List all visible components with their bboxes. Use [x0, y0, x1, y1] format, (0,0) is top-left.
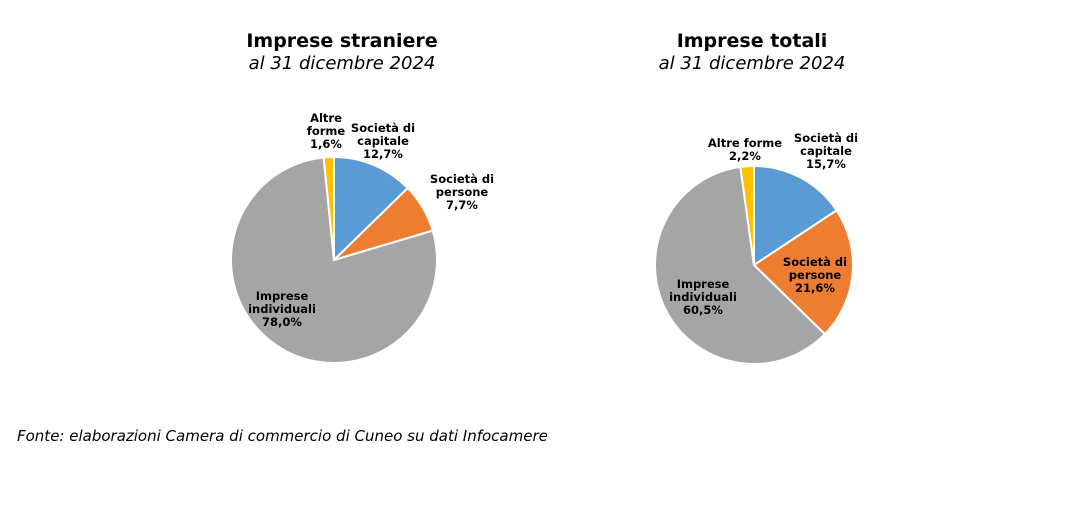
- chart2-slice-3: [739, 164, 755, 266]
- chart2-slice-0: [753, 164, 838, 267]
- chart2-subtitle: al 31 dicembre 2024: [658, 53, 846, 74]
- chart1-slice-label-2: Imprese individuali 78,0%: [248, 289, 316, 329]
- chart2-slice-2: [654, 165, 827, 365]
- chart1-slice-label-3: Altre forme 1,6%: [307, 111, 346, 151]
- chart1-slice-label-0: Società di capitale 12,7%: [351, 121, 415, 161]
- chart1-slice-3: [322, 155, 335, 261]
- chart2-slice-1: [752, 209, 854, 336]
- chart1-subtitle: al 31 dicembre 2024: [248, 53, 436, 74]
- chart2-slice-label-1: Società di persone 21,6%: [783, 255, 847, 295]
- chart1-slice-2: [230, 156, 438, 364]
- chart1-title: Imprese straniere: [246, 30, 438, 52]
- source-note: Fonte: elaborazioni Camera di commercio …: [17, 427, 548, 445]
- chart1-slice-0: [333, 155, 410, 263]
- chart2-slice-label-2: Imprese individuali 60,5%: [669, 277, 737, 317]
- chart1-slice-label-1: Società di persone 7,7%: [430, 172, 494, 212]
- chart2-slice-label-0: Società di capitale 15,7%: [794, 131, 858, 171]
- chart2-title: Imprese totali: [676, 30, 828, 52]
- chart2-slice-label-3: Altre forme 2,2%: [708, 136, 782, 163]
